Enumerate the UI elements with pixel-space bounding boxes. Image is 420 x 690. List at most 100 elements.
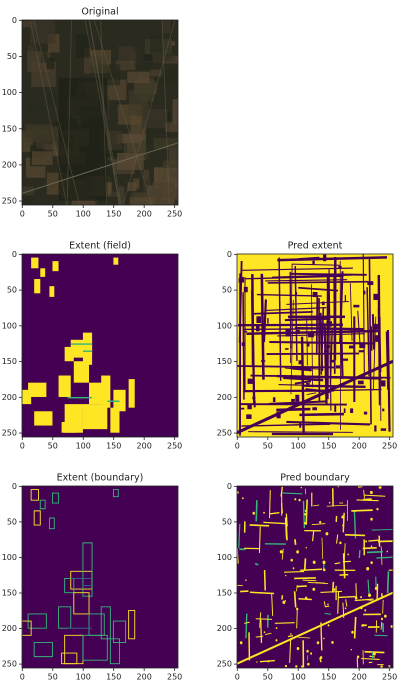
x-tick-label: 200 — [352, 673, 367, 682]
image-gap — [297, 329, 300, 334]
image-gap — [307, 393, 316, 395]
image-speck — [323, 568, 326, 572]
image-area — [237, 486, 393, 673]
image-gap — [375, 335, 380, 342]
image-patch — [103, 160, 113, 183]
x-tick-label: 150 — [106, 673, 121, 682]
image-road — [30, 20, 66, 205]
image-edge — [372, 529, 393, 530]
image-gap — [373, 314, 374, 349]
x-tick-label: 250 — [382, 673, 397, 682]
x-tick-label: 0 — [235, 442, 240, 451]
image-speck — [292, 567, 295, 570]
image-patch — [116, 133, 142, 144]
y-tick-label: 200 — [2, 393, 17, 402]
image-patch — [164, 123, 178, 132]
image-gap — [323, 254, 327, 262]
image-speck — [341, 515, 345, 519]
image-gap — [264, 299, 266, 342]
image-speck — [366, 566, 370, 571]
image-gap — [324, 350, 329, 353]
image-boundary — [110, 639, 119, 664]
image-gap — [307, 318, 308, 366]
y-tick-label: 50 — [7, 517, 17, 526]
image-gap — [312, 407, 318, 411]
image-patch — [58, 77, 108, 201]
image-edge — [256, 636, 263, 637]
image-edge — [295, 591, 296, 607]
image-edge — [359, 550, 360, 558]
image-speck — [305, 546, 307, 549]
image-field — [40, 268, 46, 277]
axes-frame — [21, 19, 179, 206]
image-patch — [129, 197, 156, 205]
image-edge — [246, 614, 247, 639]
axes-title: Pred boundary — [280, 473, 350, 484]
image-patch — [150, 69, 163, 77]
image-boundary — [31, 490, 38, 501]
image-edge — [320, 591, 342, 592]
image-gap — [302, 337, 304, 433]
axes-frame — [21, 253, 179, 438]
image-patch — [127, 71, 150, 83]
image-gap — [344, 295, 347, 303]
image-speck — [312, 560, 316, 564]
image-edge — [389, 665, 390, 673]
image-gap — [253, 400, 256, 408]
image-field — [110, 407, 120, 433]
image-patch — [41, 47, 48, 63]
image-edge — [244, 622, 249, 623]
image-patch — [31, 151, 53, 165]
y-tick-label: 200 — [217, 624, 232, 633]
image-edge — [256, 500, 257, 521]
image-speck — [275, 639, 278, 642]
image-speck — [284, 664, 287, 668]
image-road — [67, 20, 71, 205]
image-edge — [300, 569, 322, 570]
image-gap — [382, 408, 385, 412]
image-edge — [358, 487, 363, 488]
image-boundary — [40, 500, 45, 509]
x-tick-label: 0 — [20, 673, 25, 682]
image-speck — [325, 532, 329, 536]
y-tick-label: 250 — [217, 660, 232, 669]
y-tick-label: 250 — [2, 660, 17, 669]
image-field — [58, 375, 71, 397]
image-field — [52, 261, 59, 272]
image-speck — [306, 649, 309, 653]
image-gap — [295, 291, 298, 296]
image-boundary — [129, 610, 135, 638]
image-gap — [329, 269, 331, 410]
image-field — [128, 379, 135, 408]
image-speck — [350, 648, 352, 651]
image-patch — [83, 47, 91, 74]
image-speck — [360, 596, 362, 599]
image-gap — [262, 274, 264, 380]
image-gap — [292, 264, 340, 265]
image-gap — [350, 283, 352, 341]
image-edge — [270, 513, 279, 514]
image-gap — [243, 330, 248, 333]
image-speck — [319, 520, 322, 524]
y-tick-label: 150 — [2, 357, 17, 366]
x-tick-label: 100 — [291, 442, 306, 451]
image-speck — [376, 507, 379, 511]
image-edge — [337, 535, 338, 544]
image-speck — [322, 560, 326, 565]
image-speck — [380, 617, 384, 621]
image-gap — [246, 414, 252, 419]
image-gap — [272, 397, 276, 403]
image-road — [85, 20, 120, 205]
x-tick-label: 200 — [352, 442, 367, 451]
image-speck — [370, 545, 373, 548]
axes-frame — [236, 253, 394, 438]
axes-title: Extent (field) — [69, 241, 131, 252]
image-edge — [388, 571, 389, 593]
image-speck — [263, 511, 265, 514]
image-speck — [312, 587, 316, 591]
y-tick-label: 100 — [2, 321, 17, 330]
image-speck — [267, 660, 270, 663]
image-gap — [380, 380, 386, 387]
image-gap — [342, 358, 349, 361]
image-speck — [304, 512, 307, 516]
